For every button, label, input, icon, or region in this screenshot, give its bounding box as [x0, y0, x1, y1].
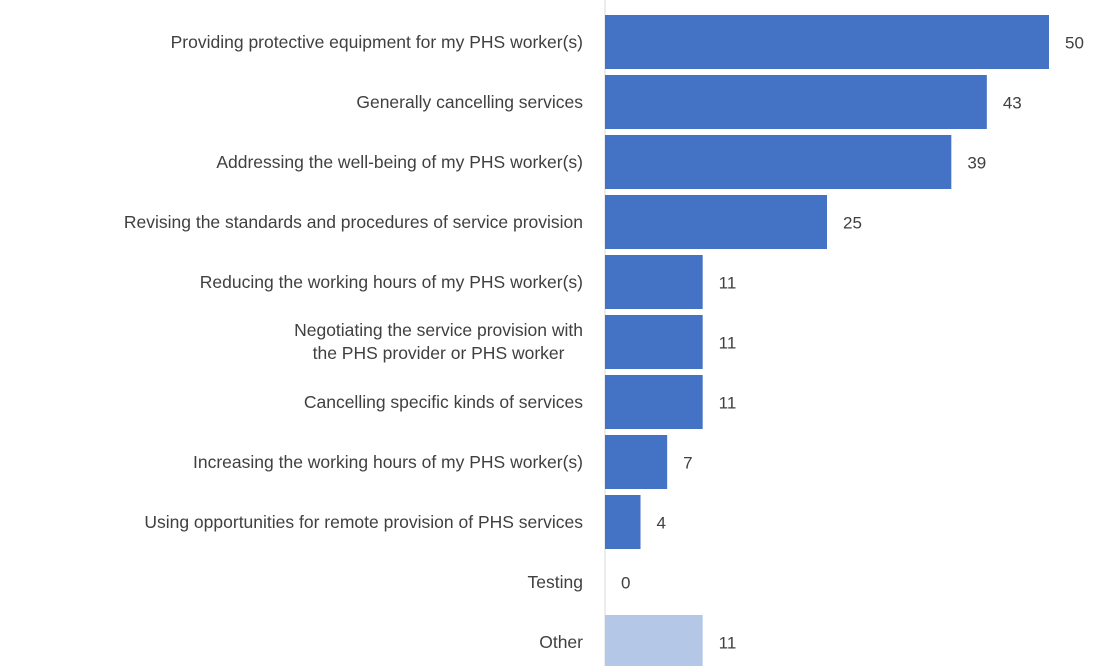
bar: [605, 255, 703, 309]
value-label: 0: [621, 573, 630, 592]
value-label: 25: [843, 213, 862, 232]
bar: [605, 495, 641, 549]
category-label: Other: [539, 631, 583, 652]
bar: [605, 615, 703, 666]
bar: [605, 135, 952, 189]
value-label: 11: [719, 393, 737, 412]
value-label: 39: [967, 153, 986, 172]
category-label: Reducing the working hours of my PHS wor…: [199, 271, 583, 292]
bar: [605, 75, 987, 129]
bar: [605, 315, 703, 369]
category-label: Providing protective equipment for my PH…: [170, 31, 583, 52]
value-label: 11: [719, 633, 737, 652]
bar: [605, 15, 1049, 69]
category-label: Revising the standards and procedures of…: [123, 211, 583, 232]
bar: [605, 435, 668, 489]
bar: [605, 375, 703, 429]
category-label: Negotiating the service provision with t…: [294, 320, 583, 363]
category-label: Increasing the working hours of my PHS w…: [193, 451, 583, 472]
category-label: Generally cancelling services: [356, 91, 583, 112]
bar: [605, 195, 827, 249]
value-label: 11: [719, 273, 737, 292]
value-label: 4: [657, 513, 666, 532]
category-label: Testing: [527, 571, 583, 592]
category-label: Using opportunities for remote provision…: [144, 511, 583, 532]
value-label: 11: [719, 333, 737, 352]
value-label: 50: [1065, 33, 1084, 52]
value-label: 43: [1003, 93, 1022, 112]
category-label: Addressing the well-being of my PHS work…: [216, 151, 583, 172]
value-label: 7: [683, 453, 692, 472]
category-label: Cancelling specific kinds of services: [303, 391, 583, 412]
